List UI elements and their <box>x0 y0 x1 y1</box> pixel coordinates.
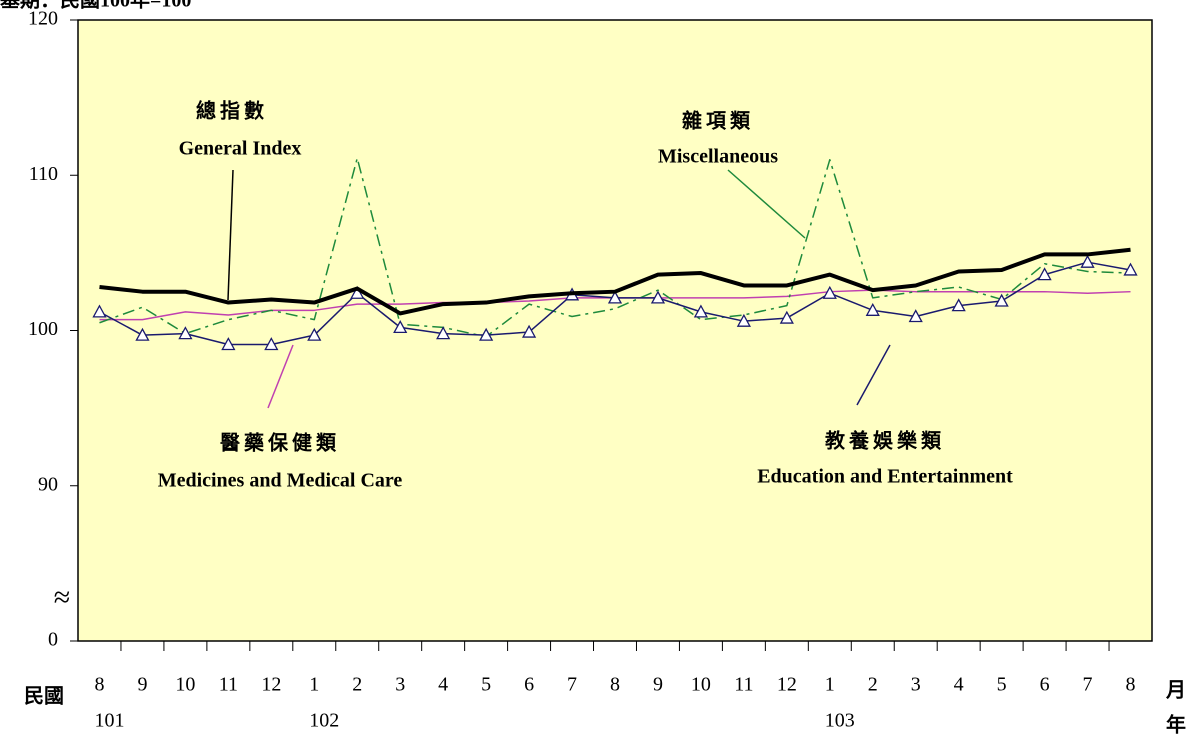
x-tick-label: 6 <box>1040 674 1050 696</box>
x-tick-label: 2 <box>868 674 878 696</box>
point-marker <box>1123 262 1138 276</box>
axis-break: ≈ <box>54 581 70 614</box>
x-axis-label: 月 <box>1165 680 1186 702</box>
point-marker <box>865 302 880 316</box>
point-marker <box>779 310 794 324</box>
x-tick-label: 9 <box>137 674 147 696</box>
point-marker <box>607 290 623 304</box>
x-tick-label: 4 <box>438 674 448 696</box>
x-tick-label: 5 <box>481 674 491 696</box>
x-group-label: 103 <box>825 710 855 732</box>
point-marker <box>994 293 1009 307</box>
plot-area <box>77 19 1153 642</box>
y-tick-label: 120 <box>28 8 58 30</box>
point-marker <box>951 298 966 312</box>
y-tick-label: 110 <box>29 163 58 185</box>
point-marker <box>92 304 107 318</box>
x-tick-label: 1 <box>825 674 835 696</box>
x-tick-label: 12 <box>261 674 281 696</box>
x-axis-label: 年 <box>1166 713 1186 737</box>
x-tick-label: 9 <box>653 674 663 696</box>
series-label: 教養娛樂類 <box>825 429 945 453</box>
point-marker <box>908 309 923 323</box>
x-tick-label: 5 <box>997 674 1007 696</box>
point-marker <box>393 320 408 334</box>
x-group-label: 102 <box>309 710 339 732</box>
point-marker <box>307 327 322 341</box>
point-marker <box>1037 267 1052 281</box>
point-marker <box>693 304 709 318</box>
series-label: 醫藥保健類 <box>220 431 340 455</box>
leader-line <box>856 344 891 406</box>
x-axis-label: 民國 <box>24 686 64 708</box>
series-line <box>99 247 1131 316</box>
x-tick-label: 10 <box>175 674 195 696</box>
x-tick-label: 4 <box>954 674 964 696</box>
x-tick-label: 3 <box>395 674 405 696</box>
series-label: 總指數 <box>196 99 268 123</box>
point-marker <box>135 327 150 341</box>
series-label: General Index <box>179 138 302 160</box>
series-label: Miscellaneous <box>658 146 778 168</box>
point-marker <box>436 326 451 340</box>
series-label: Medicines and Medical Care <box>158 470 403 492</box>
chart-subtitle: 基期：民國100年=100 <box>0 0 191 12</box>
series-line <box>99 157 1131 338</box>
x-tick-label: 7 <box>567 674 577 696</box>
series-label: 雜項類 <box>682 109 754 133</box>
point-marker <box>221 337 236 351</box>
x-tick-label: 11 <box>734 674 753 696</box>
y-tick-label: 90 <box>38 473 58 495</box>
point-marker <box>822 285 837 299</box>
x-tick-label: 8 <box>94 674 104 696</box>
y-tick-label: 0 <box>48 629 58 651</box>
x-tick-label: 6 <box>524 674 534 696</box>
point-marker <box>736 313 751 327</box>
leader-line <box>227 169 234 301</box>
x-tick-label: 10 <box>691 674 711 696</box>
x-group-label: 101 <box>94 710 124 732</box>
x-tick-label: 7 <box>1083 674 1093 696</box>
x-tick-label: 2 <box>352 674 362 696</box>
point-marker <box>521 324 537 338</box>
point-marker <box>1080 254 1095 268</box>
y-tick-label: 100 <box>28 318 58 340</box>
leader-line <box>267 344 294 409</box>
point-marker <box>350 285 365 299</box>
x-tick-label: 3 <box>911 674 921 696</box>
x-tick-label: 11 <box>219 674 238 696</box>
x-tick-label: 8 <box>1126 674 1136 696</box>
x-tick-label: 1 <box>309 674 319 696</box>
point-marker <box>479 327 494 341</box>
series-label: Education and Entertainment <box>757 466 1013 488</box>
x-tick-label: 8 <box>610 674 620 696</box>
point-marker <box>178 326 193 340</box>
leader-line <box>727 169 806 239</box>
point-marker <box>650 290 666 304</box>
x-tick-label: 12 <box>777 674 797 696</box>
point-marker <box>264 337 279 351</box>
